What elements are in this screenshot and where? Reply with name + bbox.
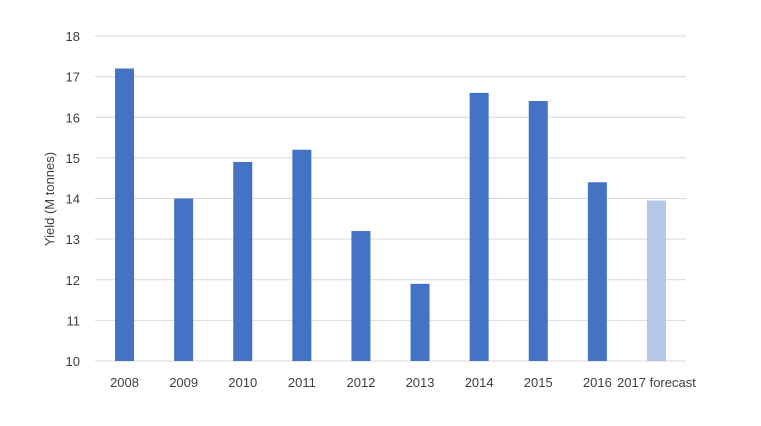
y-tick-label: 11 [67,313,81,328]
x-tick-label: 2012 [346,375,375,390]
x-tick-labels: 2008 2009 2010 2011 2012 2013 2014 2015 2016 2017… [110,375,696,390]
bar-2012 [351,231,371,361]
x-tick-label: 2014 [465,375,494,390]
y-tick-label: 17 [66,70,80,85]
bar-2010 [233,161,253,361]
y-tick-label: 18 [66,29,80,44]
y-tick-label: 10 [66,354,80,369]
x-tick-label: 2008 [110,375,139,390]
x-tick-label: 2009 [169,375,198,390]
x-tick-label: 2017 forecast [617,375,696,390]
x-tick-label: 2015 [524,375,553,390]
bar-2008 [115,68,135,361]
gridlines [95,35,686,362]
y-tick-label: 16 [66,110,80,125]
y-tick-labels: 10 11 12 13 14 15 16 17 18 [66,29,80,369]
x-tick-label: 2011 [288,375,316,390]
y-tick-label: 15 [66,151,80,166]
x-tick-label: 2010 [228,375,257,390]
bar-2014 [469,92,489,361]
bar-2013 [410,283,430,361]
x-tick-label: 2013 [406,375,435,390]
bar-2011 [292,149,312,361]
bar-2016 [587,182,607,361]
bar-2017-forecast [646,200,666,361]
bar-2015 [528,101,548,361]
y-tick-label: 13 [66,232,80,247]
y-tick-label: 14 [66,192,80,207]
y-axis-title: Yield (M tonnes) [42,152,57,246]
bar-2009 [174,198,194,361]
x-tick-label: 2016 [583,375,612,390]
y-tick-label: 12 [66,273,80,288]
bars [115,68,666,361]
